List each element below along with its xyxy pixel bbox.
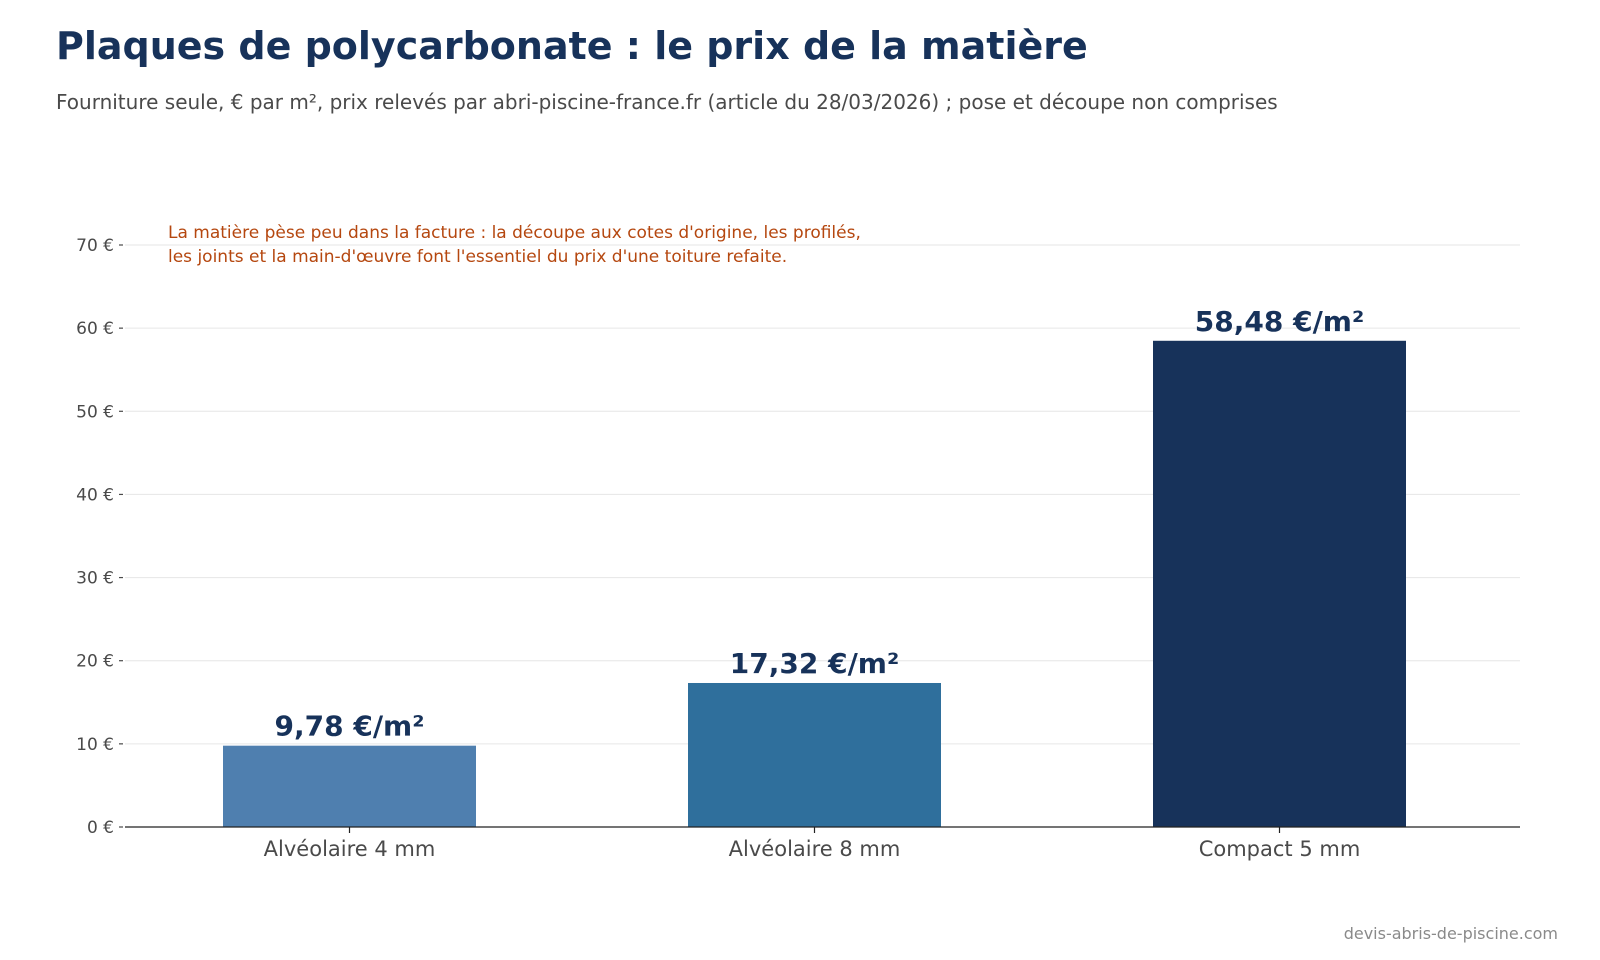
y-tick-label: 20 € bbox=[76, 652, 114, 672]
y-tick-label: 30 € bbox=[76, 569, 114, 589]
annotation: La matière pèse peu dans la facture : la… bbox=[168, 223, 861, 267]
chart-subtitle: Fourniture seule, € par m², prix relevés… bbox=[56, 90, 1278, 114]
y-tick-label: 10 € bbox=[76, 735, 114, 755]
y-tick-label: 0 € bbox=[87, 818, 114, 838]
annotation-line: La matière pèse peu dans la facture : la… bbox=[168, 223, 861, 243]
x-tick-label: Alvéolaire 8 mm bbox=[729, 837, 901, 861]
data-label: 9,78 €/m² bbox=[275, 710, 425, 743]
annotation-line: les joints et la main-d'œuvre font l'ess… bbox=[168, 247, 787, 267]
y-tick-label: 40 € bbox=[76, 485, 114, 505]
y-tick-label: 50 € bbox=[76, 402, 114, 422]
y-tick-label: 60 € bbox=[76, 319, 114, 339]
y-tick-label: 70 € bbox=[76, 236, 114, 256]
bar bbox=[1153, 340, 1406, 827]
source-credit: devis-abris-de-piscine.com bbox=[1343, 924, 1558, 943]
bars bbox=[223, 340, 1406, 827]
chart-title: Plaques de polycarbonate : le prix de la… bbox=[56, 24, 1088, 68]
data-label: 58,48 €/m² bbox=[1195, 305, 1364, 338]
x-tick-label: Alvéolaire 4 mm bbox=[264, 837, 436, 861]
x-tick-label: Compact 5 mm bbox=[1199, 837, 1361, 861]
axes: 0 € 10 € 20 € 30 € 40 € 50 € 60 € 70 € Alvéolair… bbox=[76, 236, 1520, 861]
data-label: 17,32 €/m² bbox=[730, 647, 899, 680]
bar bbox=[688, 682, 941, 827]
data-labels: 9,78 €/m² 17,32 €/m² 58,48 €/m² bbox=[275, 305, 1365, 743]
bar bbox=[223, 745, 476, 827]
